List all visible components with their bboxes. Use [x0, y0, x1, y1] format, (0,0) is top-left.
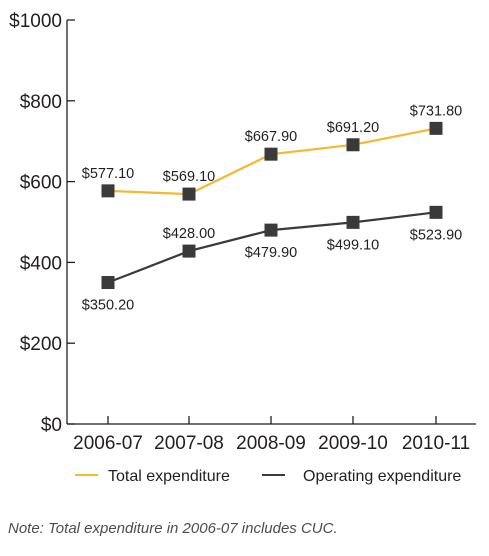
y-tick-label: $400	[20, 253, 62, 274]
x-axis: 2006-07 2007-08 2008-09 2009-10 2010-11	[67, 416, 476, 454]
y-tick-label: $600	[20, 173, 62, 194]
chart-note: Note: Total expenditure in 2006-07 inclu…	[8, 520, 338, 537]
x-tick-label: 2008-09	[236, 433, 306, 454]
series-layer: $577.10 $569.10 $667.90 $691.20 $731.80 $350.…	[82, 103, 462, 313]
y-axis: $0 $200 $400 $600 $800 $1000	[9, 11, 75, 436]
data-point-total-expenditure	[429, 121, 443, 135]
legend: Total expenditure Operating expenditure	[75, 468, 461, 485]
x-tick-label: 2007-08	[154, 433, 224, 454]
x-tick-label: 2009-10	[318, 433, 388, 454]
y-tick-label: $0	[41, 415, 62, 436]
data-point-operating-expenditure	[429, 205, 443, 219]
data-point-operating-expenditure	[264, 223, 278, 237]
data-point-total-expenditure	[101, 184, 115, 198]
data-label-total-expenditure: $667.90	[245, 129, 297, 145]
legend-label-operating-expenditure: Operating expenditure	[303, 468, 461, 485]
data-point-total-expenditure	[182, 187, 196, 201]
legend-label-total-expenditure: Total expenditure	[108, 468, 230, 485]
y-tick-label: $800	[20, 92, 62, 113]
data-point-total-expenditure	[264, 147, 278, 161]
x-tick-label: 2006-07	[73, 433, 143, 454]
data-label-total-expenditure: $731.80	[410, 103, 462, 119]
data-point-total-expenditure	[346, 138, 360, 152]
data-label-operating-expenditure: $428.00	[163, 226, 215, 242]
data-point-operating-expenditure	[346, 215, 360, 229]
x-tick-label: 2010-11	[402, 433, 470, 454]
line-chart: $0$200$400$600$800$1000 2006-07 2007-08 20…	[9, 11, 476, 485]
data-label-operating-expenditure: $479.90	[245, 245, 297, 261]
data-label-operating-expenditure: $499.10	[327, 237, 379, 253]
data-point-operating-expenditure	[182, 244, 196, 258]
data-point-operating-expenditure	[101, 276, 115, 290]
y-tick-label: $200	[20, 334, 62, 355]
data-label-total-expenditure: $577.10	[82, 166, 134, 182]
data-label-operating-expenditure: $350.20	[82, 298, 134, 314]
data-label-operating-expenditure: $523.90	[410, 227, 462, 243]
y-tick-label: $1000	[9, 11, 62, 32]
data-label-total-expenditure: $691.20	[327, 120, 379, 136]
data-label-total-expenditure: $569.10	[163, 169, 215, 185]
